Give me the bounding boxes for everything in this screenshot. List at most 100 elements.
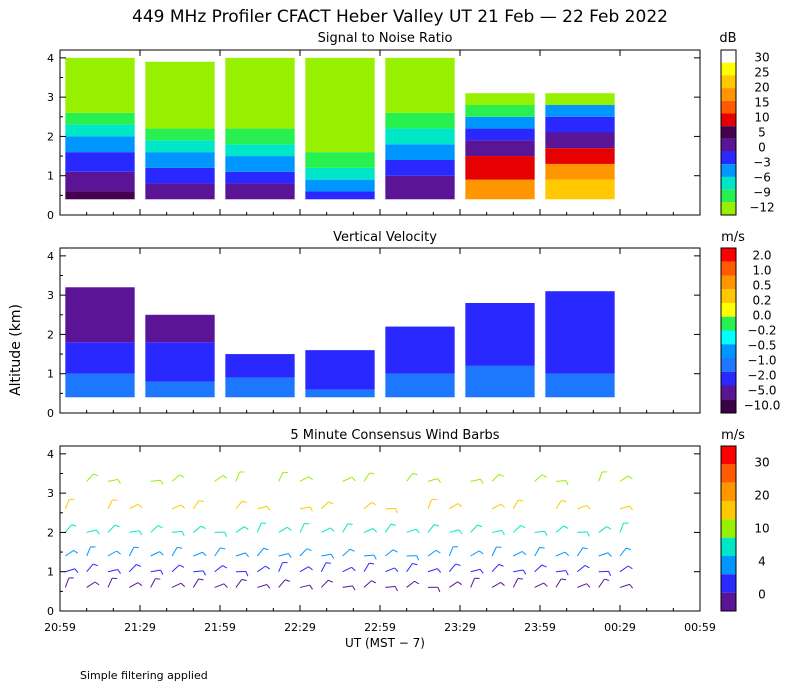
wind-barb	[214, 475, 224, 482]
heat-cell	[545, 373, 615, 398]
wind-barb-feather	[220, 547, 226, 550]
wind-barb	[449, 529, 460, 533]
wind-barb	[64, 499, 70, 510]
x-tick-label: 00:29	[604, 621, 636, 634]
colorbar-label: 0	[758, 588, 766, 602]
wind-barb	[64, 524, 73, 533]
wind-barb-feather	[309, 584, 313, 590]
wind-barb	[513, 569, 524, 573]
y-tick-label: 3	[47, 91, 54, 104]
wind-barb-feather	[263, 547, 269, 551]
wind-barb-feather	[394, 508, 398, 514]
heat-cell	[145, 128, 215, 141]
colorbar-label: −12	[749, 201, 774, 215]
wind-barb	[107, 568, 118, 573]
wind-barb	[321, 553, 332, 557]
heat-cell	[225, 57, 295, 129]
wind-barb	[86, 473, 94, 482]
wind-barb	[491, 530, 502, 533]
wind-barb	[470, 578, 476, 588]
wind-barb	[299, 548, 308, 557]
wind-barb-feather	[159, 551, 164, 556]
wind-barb	[107, 524, 116, 533]
wind-barb	[406, 563, 413, 573]
wind-barb	[171, 530, 182, 533]
wind-barb	[512, 499, 519, 510]
colorbar-swatch	[721, 202, 736, 215]
colorbar-label: −5.0	[747, 384, 776, 398]
wind-barb	[342, 523, 349, 533]
colorbar-label: 0.0	[752, 309, 771, 323]
wind-barb	[363, 502, 372, 510]
wind-barb	[299, 584, 310, 588]
colorbar-label: 0	[758, 141, 766, 155]
y-tick-label: 4	[47, 448, 54, 461]
wind-barb-feather	[582, 547, 588, 550]
wind-barb-feather	[133, 546, 139, 549]
wind-barb-feather	[565, 480, 569, 486]
wind-barb	[86, 581, 96, 588]
wind-barb-feather	[435, 549, 441, 554]
wind-barb-feather	[437, 478, 442, 483]
colorbar-swatch	[721, 556, 736, 575]
colorbar-label: 30	[754, 456, 769, 470]
vv-colorbar: 2.01.00.50.20.0−0.2−0.5−1.0−2.0−5.0−10.0	[720, 247, 781, 414]
wind-barb-feather	[155, 578, 161, 580]
wind-barb	[363, 528, 374, 533]
wind-barb	[619, 522, 625, 533]
wind-barb	[320, 579, 329, 588]
heat-cell	[225, 354, 295, 378]
colorbar-swatch	[721, 385, 736, 400]
wind-barb-feather	[394, 567, 399, 572]
wind-barb-feather	[351, 476, 356, 482]
wind-barb	[427, 549, 437, 557]
heat-cell	[65, 112, 135, 125]
colorbar-label: −10.0	[744, 399, 781, 413]
wind-barb	[278, 526, 288, 533]
wind-barb	[555, 551, 566, 557]
wind-barb-feather	[412, 563, 418, 566]
heat-cell	[385, 326, 455, 374]
wind-barb	[86, 546, 92, 557]
wind-barb	[320, 562, 327, 572]
wind-barb-feather	[179, 564, 185, 568]
wind-barb-feather	[563, 525, 569, 529]
colorbar-swatch	[721, 275, 736, 290]
heat-cell	[305, 152, 375, 168]
heat-cell	[225, 144, 295, 157]
wind-barb-feather	[198, 578, 204, 581]
wind-barb-feather	[628, 475, 633, 480]
snr-image	[65, 57, 615, 200]
heat-cell	[465, 105, 535, 117]
wind-barb	[299, 476, 310, 482]
wind-barb-feather	[561, 578, 567, 581]
wind-barb	[86, 529, 97, 533]
panel-snr-title: Signal to Noise Ratio	[318, 31, 453, 46]
heat-cell	[385, 57, 455, 113]
wind-barb-feather	[73, 549, 79, 554]
wind-barb-feather	[501, 530, 505, 536]
wind-barb-feather	[180, 504, 186, 509]
wind-barb	[555, 500, 562, 510]
wind-barb	[257, 505, 268, 510]
wind-barb	[491, 503, 502, 510]
wind-barb-feather	[329, 527, 335, 532]
wind-barb-feather	[498, 563, 504, 567]
wind-barb-feather	[308, 566, 313, 571]
colorbar-label: −1.0	[747, 354, 776, 368]
wind-barb	[257, 565, 266, 573]
wind-barb	[427, 568, 438, 573]
heat-cell	[65, 171, 135, 192]
colorbar-swatch	[721, 75, 736, 89]
wind-barb	[214, 565, 223, 573]
wind-barb-feather	[480, 479, 484, 484]
wind-barb-feather	[518, 499, 524, 502]
colorbar-label: 0.2	[752, 294, 771, 308]
wind-barb	[65, 549, 74, 557]
snr-colorbar-unit: dB	[719, 31, 736, 46]
wind-barb	[321, 527, 331, 533]
wind-barb	[107, 499, 113, 510]
wind-barb-feather	[608, 571, 612, 577]
